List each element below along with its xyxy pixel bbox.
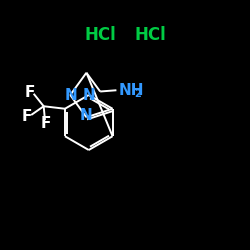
Text: F: F [22, 109, 32, 124]
Text: F: F [25, 85, 35, 100]
Text: N: N [82, 88, 95, 102]
Text: HCl: HCl [134, 26, 166, 44]
Text: N: N [65, 88, 78, 102]
Text: N: N [80, 108, 93, 124]
Text: 2: 2 [134, 88, 141, 99]
Text: NH: NH [119, 83, 144, 98]
Text: F: F [41, 116, 51, 131]
Text: HCl: HCl [84, 26, 116, 44]
